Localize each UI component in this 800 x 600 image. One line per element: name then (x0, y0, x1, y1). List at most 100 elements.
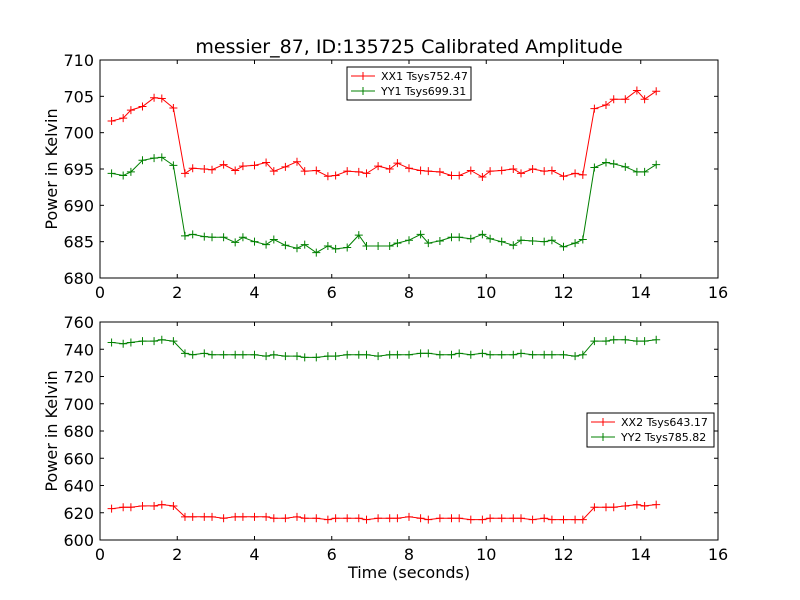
data-point-marker (466, 234, 475, 243)
data-point-marker (578, 350, 587, 359)
data-point-marker (632, 86, 641, 95)
data-point-marker (405, 512, 413, 521)
data-point-marker (188, 164, 197, 173)
data-point-marker (362, 350, 371, 359)
data-point-marker (188, 512, 197, 521)
data-point-marker (107, 169, 116, 178)
data-point-marker (354, 167, 363, 176)
y-tick-label: 620 (63, 504, 94, 523)
data-point-marker (547, 350, 556, 359)
data-point-marker (540, 350, 549, 359)
y-tick-label: 720 (63, 368, 94, 387)
data-point-marker (138, 337, 147, 346)
data-point-marker (416, 230, 425, 239)
data-point-marker (269, 514, 278, 523)
data-point-marker (416, 514, 425, 523)
data-point-marker (528, 515, 537, 524)
legend-entry: YY1 Tsys699.31 (380, 85, 466, 98)
data-point-marker (478, 230, 487, 239)
data-point-marker (601, 337, 610, 346)
data-point-marker (312, 248, 321, 257)
data-point-marker (262, 158, 271, 167)
legend-swatch-marker (359, 72, 367, 80)
data-point-marker (621, 335, 630, 344)
legend-entry: YY2 Tsys785.82 (620, 431, 706, 444)
data-point-marker (200, 232, 209, 241)
data-point-marker (547, 166, 556, 175)
data-point-marker (262, 512, 271, 521)
data-point-marker (157, 153, 166, 162)
x-tick-label: 16 (708, 545, 728, 564)
data-point-marker (208, 233, 217, 242)
data-point-marker (238, 162, 247, 171)
data-point-marker (231, 238, 240, 247)
y-axis-label: Power in Kelvin (42, 108, 61, 229)
data-point-marker (180, 231, 189, 240)
data-point-marker (590, 337, 599, 346)
data-point-marker (486, 514, 495, 523)
data-point-marker (435, 350, 444, 359)
data-point-marker (435, 236, 444, 245)
legend-box (586, 412, 715, 448)
data-point-marker (571, 169, 580, 178)
x-axis-label: Time (seconds) (347, 563, 470, 582)
data-point-marker (126, 338, 135, 347)
data-point-marker (486, 167, 495, 176)
data-point-marker (478, 515, 487, 524)
data-point-marker (312, 353, 321, 362)
legend-swatch-marker (359, 87, 367, 95)
data-point-marker (517, 236, 526, 245)
data-point-marker (188, 230, 197, 239)
data-point-marker (269, 350, 278, 359)
data-point-marker (180, 169, 189, 178)
x-tick-label: 12 (553, 283, 573, 302)
data-point-marker (219, 350, 228, 359)
data-point-marker (559, 350, 568, 359)
data-point-marker (231, 166, 240, 175)
data-point-marker (424, 349, 433, 358)
data-point-marker (200, 512, 209, 521)
data-point-marker (150, 154, 159, 163)
data-point-marker (632, 167, 641, 176)
data-point-marker (157, 500, 166, 509)
data-point-marker (609, 159, 618, 168)
data-point-marker (362, 169, 371, 178)
data-point-marker (126, 503, 135, 512)
y-tick-label: 760 (63, 313, 94, 332)
data-point-marker (640, 167, 649, 176)
data-point-marker (150, 93, 159, 102)
data-point-marker (323, 172, 332, 181)
y-tick-label: 710 (63, 51, 94, 70)
data-point-marker (331, 352, 340, 361)
data-point-marker (169, 103, 178, 112)
data-point-marker (652, 500, 661, 509)
data-point-marker (262, 240, 271, 249)
y-tick-label: 705 (63, 87, 94, 106)
data-point-marker (621, 95, 630, 104)
data-point-marker (300, 353, 309, 362)
data-point-marker (424, 239, 433, 248)
data-point-marker (107, 117, 116, 126)
data-point-marker (169, 161, 178, 170)
data-point-marker (478, 349, 487, 358)
data-point-marker (590, 104, 599, 113)
data-point-marker (509, 514, 518, 523)
bottom-panel: 0 2 4 6 8 10 12 14 16 600 620 640 660 680 700 720 740 760… (42, 313, 728, 582)
data-point-marker (385, 350, 394, 359)
data-point-marker (180, 349, 189, 358)
data-point-marker (540, 237, 549, 246)
top-panel: 0 2 4 6 8 10 12 14 16 680 685 690 695 700 705 710 Power … (42, 51, 728, 302)
data-point-marker (517, 169, 526, 178)
data-point-marker (281, 241, 290, 250)
data-point-marker (374, 162, 383, 171)
data-point-marker (405, 350, 413, 359)
data-point-marker (405, 236, 413, 245)
x-tick-label: 8 (404, 545, 414, 564)
data-point-marker (107, 338, 116, 347)
data-point-marker (250, 161, 259, 170)
data-point-marker (559, 515, 568, 524)
data-point-marker (292, 157, 301, 166)
data-point-marker (424, 515, 433, 524)
data-point-marker (343, 167, 352, 176)
data-point-marker (219, 233, 228, 242)
